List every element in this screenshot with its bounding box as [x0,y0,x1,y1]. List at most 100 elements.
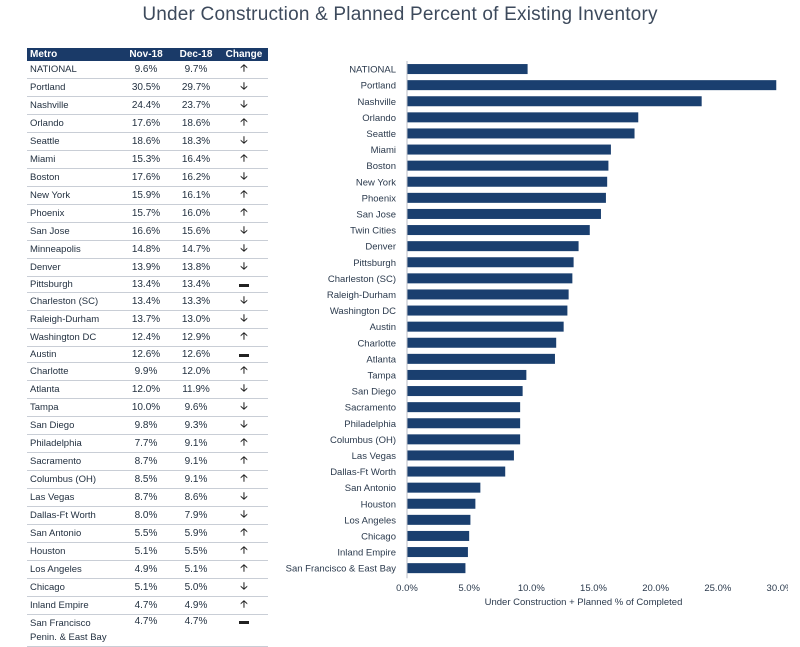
dec-18-cell: 13.3% [172,292,220,311]
dec-18-cell: 13.8% [172,258,220,277]
dec-18-cell: 9.1% [172,470,220,489]
change-cell: 🡣 [220,292,268,311]
bar [407,498,476,509]
table-row: Seattle 18.6% 18.3% 🡣 [27,132,268,151]
nov-18-cell: 15.7% [120,204,172,223]
nov-18-cell: 14.8% [120,240,172,259]
table-row: Nashville 24.4% 23.7% 🡣 [27,96,268,115]
table-row: Inland Empire 4.7% 4.9% 🡡 [27,596,268,615]
dec-18-cell: 4.9% [172,596,220,615]
x-tick-label: 15.0% [580,583,607,594]
nov-18-cell: 9.8% [120,416,172,435]
table-row: Los Angeles 4.9% 5.1% 🡡 [27,560,268,579]
dec-18-cell: 18.3% [172,132,220,151]
bar [407,482,481,493]
change-cell: 🡣 [220,488,268,507]
dec-18-cell: 5.0% [172,578,220,597]
table-row: Houston 5.1% 5.5% 🡡 [27,542,268,561]
change-cell: 🡡 [220,434,268,453]
bar [407,192,606,203]
arrow-up-icon: 🡡 [240,153,248,164]
metro-cell: Miami [27,150,120,169]
x-tick-label: 25.0% [704,583,731,594]
table-row: Washington DC 12.4% 12.9% 🡡 [27,328,268,347]
metro-cell: Inland Empire [27,596,120,615]
change-cell: 🡣 [220,78,268,97]
category-label: Los Angeles [344,515,396,526]
nov-18-cell: 15.9% [120,186,172,205]
metro-cell: Portland [27,78,120,97]
arrow-down-icon: 🡣 [240,509,248,520]
dec-18-cell: 9.3% [172,416,220,435]
arrow-down-icon: 🡣 [240,383,248,394]
x-tick-label: 10.0% [518,583,545,594]
metro-cell: Pittsburgh [27,276,120,293]
change-cell: 🡣 [220,258,268,277]
arrow-down-icon: 🡣 [240,81,248,92]
nov-18-cell: 13.4% [120,292,172,311]
change-cell: ▬ [220,346,268,363]
change-cell: 🡡 [220,542,268,561]
nov-18-cell: 24.4% [120,96,172,115]
table-row: Las Vegas 8.7% 8.6% 🡣 [27,488,268,507]
category-label: Tampa [367,370,396,381]
nov-18-cell: 8.7% [120,488,172,507]
change-cell: 🡡 [220,328,268,347]
bar [407,273,573,284]
table-row: Boston 17.6% 16.2% 🡣 [27,168,268,187]
metro-cell: Los Angeles [27,560,120,579]
table-row: Pittsburgh 13.4% 13.4% ▬ [27,276,268,293]
x-tick-label: 30.0% [767,583,788,594]
category-label: San Francisco & East Bay [286,564,397,575]
dec-18-cell: 11.9% [172,380,220,399]
change-cell: 🡣 [220,240,268,259]
category-label: Atlanta [366,354,396,365]
dec-18-cell: 16.0% [172,204,220,223]
change-cell: 🡡 [220,452,268,471]
category-label: Charleston (SC) [328,274,396,285]
table-row: Atlanta 12.0% 11.9% 🡣 [27,380,268,399]
nov-18-cell: 13.4% [120,276,172,293]
nov-18-cell: 15.3% [120,150,172,169]
bar [407,353,555,364]
category-label: Dallas-Ft Worth [330,467,396,478]
dec-18-cell: 16.4% [172,150,220,169]
dec-18-cell: 12.0% [172,362,220,381]
change-cell: 🡡 [220,61,268,79]
change-cell: 🡡 [220,560,268,579]
metro-cell: Charlotte [27,362,120,381]
dec-18-cell: 16.1% [172,186,220,205]
dec-18-cell: 13.0% [172,310,220,329]
metro-cell: San Antonio [27,524,120,543]
page-title: Under Construction & Planned Percent of … [142,4,658,25]
table-row: Columbus (OH) 8.5% 9.1% 🡡 [27,470,268,489]
bar [407,64,528,75]
bar [407,563,466,574]
bar [407,386,523,397]
category-label: Denver [365,242,396,253]
category-label: Twin Cities [350,226,396,237]
metro-cell: Seattle [27,132,120,151]
table-row: San Francisco Penin. & East Bay 4.7% 4.7% ▬ [27,614,268,647]
nov-18-cell: 16.6% [120,222,172,241]
dec-18-cell: 23.7% [172,96,220,115]
nov-18-cell: 5.5% [120,524,172,543]
change-cell: 🡡 [220,470,268,489]
dec-18-cell: 8.6% [172,488,220,507]
metro-cell: NATIONAL [27,61,120,79]
metro-cell: Chicago [27,578,120,597]
bar [407,514,471,525]
table-header-row: Metro Nov-18 Dec-18 Change [27,48,268,61]
bar [407,305,568,316]
arrow-up-icon: 🡡 [240,189,248,200]
header-nov-18: Nov-18 [120,48,172,61]
category-label: Nashville [357,97,396,108]
nov-18-cell: 17.6% [120,114,172,133]
category-label: New York [356,177,396,188]
nov-18-cell: 5.1% [120,578,172,597]
change-cell: ▬ [220,614,268,647]
arrow-down-icon: 🡣 [240,401,248,412]
dec-18-cell: 4.7% [172,614,220,647]
table-row: Sacramento 8.7% 9.1% 🡡 [27,452,268,471]
change-cell: 🡡 [220,114,268,133]
